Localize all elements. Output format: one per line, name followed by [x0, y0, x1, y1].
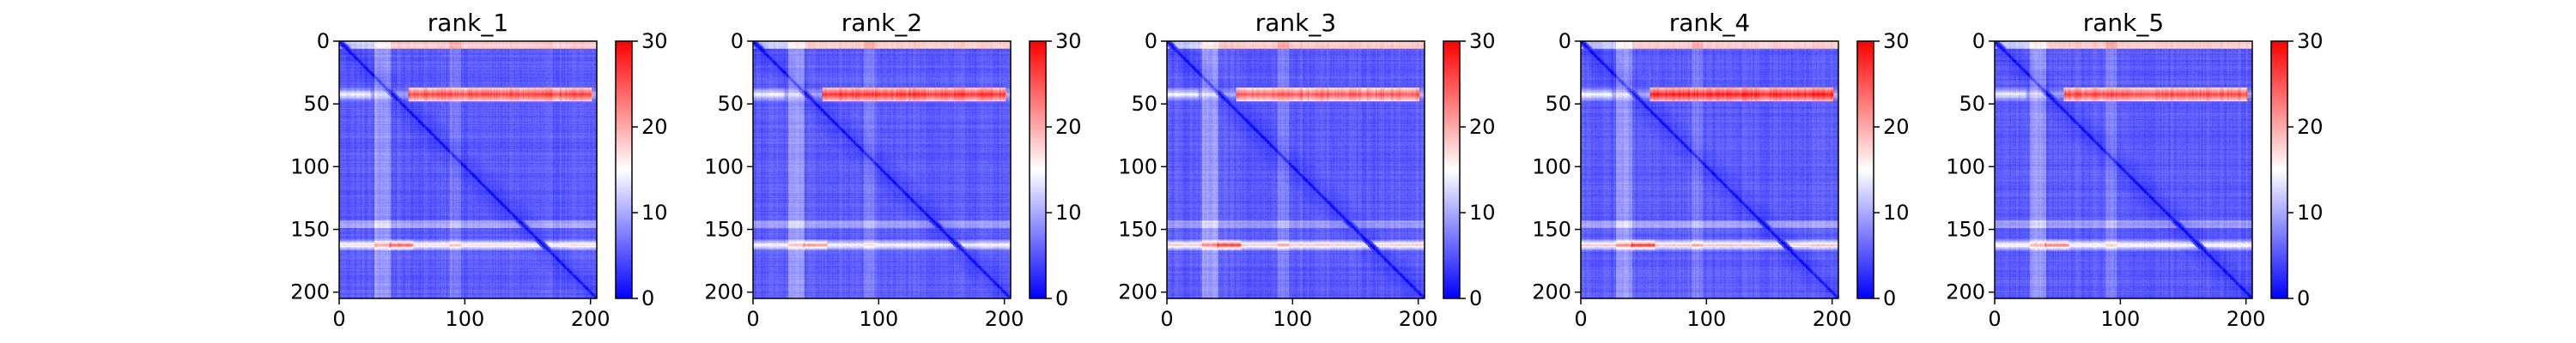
heatmap-image [339, 41, 597, 298]
x-tick-label: 100 [1273, 307, 1312, 331]
colorbar-tick-label: 20 [1883, 115, 1910, 139]
y-tick-label: 50 [1545, 92, 1571, 116]
colorbar-tick-label: 10 [1055, 201, 1082, 225]
y-tick-label: 200 [290, 280, 330, 304]
x-tick-label: 100 [1686, 307, 1726, 331]
panel-title: rank_1 [428, 9, 508, 37]
y-tick-label: 0 [731, 29, 744, 53]
colorbar-tick-label: 0 [2297, 286, 2310, 310]
y-tick-label: 100 [1118, 154, 1157, 178]
panel-title: rank_3 [1255, 9, 1336, 37]
colorbar-tick-label: 30 [641, 29, 668, 53]
colorbar-tick-label: 30 [1055, 29, 1082, 53]
x-tick-label: 200 [1813, 307, 1852, 331]
heatmap-image [753, 41, 1011, 298]
y-tick-label: 100 [290, 154, 330, 178]
y-tick-label: 50 [717, 92, 744, 116]
x-tick-label: 100 [445, 307, 484, 331]
y-tick-label: 0 [1558, 29, 1571, 53]
colorbar-tick-label: 0 [1883, 286, 1896, 310]
colorbar-tick-label: 10 [1883, 201, 1910, 225]
y-tick-label: 150 [1118, 218, 1157, 242]
y-tick-label: 0 [1145, 29, 1157, 53]
heatmap-image [1167, 41, 1425, 298]
colorbar-tick-label: 0 [641, 286, 654, 310]
colorbar-tick-label: 30 [2297, 29, 2324, 53]
x-tick-label: 0 [1574, 307, 1587, 331]
colorbar-tick-label: 20 [1055, 115, 1082, 139]
y-tick-label: 150 [1532, 218, 1571, 242]
y-tick-label: 150 [1946, 218, 1985, 242]
x-tick-label: 100 [2100, 307, 2140, 331]
panel-title: rank_4 [1669, 9, 1750, 37]
y-tick-label: 50 [1131, 92, 1157, 116]
colorbar [1030, 41, 1046, 298]
colorbar-tick-label: 30 [1469, 29, 1496, 53]
y-tick-label: 0 [1972, 29, 1985, 53]
y-tick-label: 100 [1532, 154, 1571, 178]
y-tick-label: 50 [303, 92, 330, 116]
colorbar [1857, 41, 1874, 298]
x-tick-label: 0 [332, 307, 345, 331]
y-tick-label: 100 [1946, 154, 1985, 178]
x-tick-label: 0 [1988, 307, 2001, 331]
colorbar-tick-label: 0 [1469, 286, 1482, 310]
y-tick-label: 200 [704, 280, 744, 304]
y-tick-label: 50 [1959, 92, 1985, 116]
heatmap-image [1995, 41, 2252, 298]
heatmap-image [1581, 41, 1838, 298]
colorbar-tick-label: 10 [641, 201, 668, 225]
colorbar-tick-label: 20 [1469, 115, 1496, 139]
y-tick-label: 100 [704, 154, 744, 178]
panel-title: rank_5 [2083, 9, 2164, 37]
colorbar-tick-label: 10 [2297, 201, 2324, 225]
x-tick-label: 200 [2227, 307, 2266, 331]
colorbar [616, 41, 632, 298]
panel-title: rank_2 [841, 9, 922, 37]
y-tick-label: 150 [704, 218, 744, 242]
x-tick-label: 0 [746, 307, 759, 331]
x-tick-label: 200 [985, 307, 1024, 331]
y-tick-label: 0 [317, 29, 330, 53]
colorbar [2271, 41, 2287, 298]
y-tick-label: 200 [1118, 280, 1157, 304]
colorbar [1443, 41, 1460, 298]
y-tick-label: 200 [1532, 280, 1571, 304]
colorbar-tick-label: 10 [1469, 201, 1496, 225]
colorbar-tick-label: 20 [2297, 115, 2324, 139]
x-tick-label: 200 [1399, 307, 1438, 331]
colorbar-tick-label: 20 [641, 115, 668, 139]
x-tick-label: 200 [571, 307, 611, 331]
colorbar-tick-label: 0 [1055, 286, 1068, 310]
y-tick-label: 150 [290, 218, 330, 242]
colorbar-tick-label: 30 [1883, 29, 1910, 53]
x-tick-label: 0 [1160, 307, 1173, 331]
y-tick-label: 200 [1946, 280, 1985, 304]
x-tick-label: 100 [859, 307, 898, 331]
